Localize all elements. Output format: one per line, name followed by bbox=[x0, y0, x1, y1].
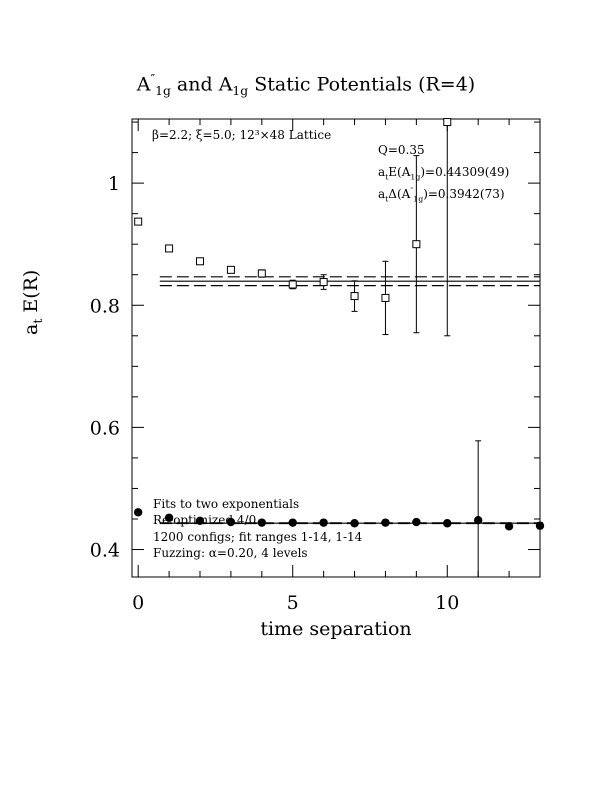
data-point-square bbox=[165, 244, 174, 253]
x-tick-label: 5 bbox=[287, 592, 299, 614]
y-axis-label: at E(R) bbox=[20, 269, 45, 335]
data-point-circle bbox=[195, 516, 205, 526]
chart-title: A″1g and A1g Static Potentials (R=4) bbox=[136, 72, 476, 99]
data-point-square bbox=[288, 280, 297, 289]
data-point-circle bbox=[535, 521, 545, 530]
plot-frame bbox=[131, 118, 541, 578]
y-tick-label: 0.8 bbox=[90, 295, 120, 317]
data-point-square bbox=[319, 278, 328, 287]
x-tick-label: 10 bbox=[435, 592, 459, 614]
data-point-circle bbox=[319, 518, 328, 527]
tick-labels: 0 5 10 0.4 0.6 0.8 1 bbox=[90, 173, 460, 614]
data-point-square bbox=[381, 293, 390, 302]
data-point-square bbox=[226, 265, 235, 274]
data-point-square bbox=[443, 118, 452, 127]
note-line: Re-optimized 4/0 bbox=[153, 513, 257, 527]
data-point-square bbox=[412, 240, 421, 249]
data-point-circle bbox=[164, 513, 174, 522]
note-line: 1200 configs; fit ranges 1-14, 1-14 bbox=[153, 530, 363, 544]
data-points bbox=[133, 118, 545, 578]
data-point-circle bbox=[133, 508, 143, 517]
note-line: Fuzzing: α=0.20, 4 levels bbox=[153, 546, 308, 560]
data-point-square bbox=[196, 257, 204, 266]
x-axis-label: time separation bbox=[260, 618, 412, 640]
lattice-annotation: β=2.2; ξ=5.0; 12³×48 Lattice bbox=[152, 128, 332, 142]
data-point-circle bbox=[473, 516, 483, 525]
note-line: Fits to two exponentials bbox=[153, 497, 300, 511]
data-point-circle bbox=[381, 518, 390, 527]
fit-bands bbox=[159, 276, 540, 525]
y-tick-label: 0.4 bbox=[90, 540, 120, 562]
q-annotation: Q=0.35 bbox=[378, 143, 425, 157]
data-point-square bbox=[134, 217, 143, 226]
data-point-circle bbox=[350, 519, 359, 528]
data-point-circle bbox=[443, 519, 452, 528]
data-point-circle bbox=[257, 518, 267, 527]
data-point-circle bbox=[288, 518, 297, 527]
x-tick-label: 0 bbox=[132, 592, 144, 614]
delta-annotation: atΔ(A″1g)=0.3942(73) bbox=[378, 186, 505, 204]
energy-annotation: atE(A1g)=0.44309(49) bbox=[378, 165, 510, 182]
y-tick-label: 0.6 bbox=[90, 417, 120, 439]
data-point-circle bbox=[504, 522, 514, 531]
data-point-circle bbox=[412, 517, 421, 527]
data-point-square bbox=[257, 269, 266, 278]
data-point-circle bbox=[226, 517, 236, 527]
y-tick-label: 1 bbox=[108, 173, 120, 195]
data-point-square bbox=[350, 292, 359, 301]
